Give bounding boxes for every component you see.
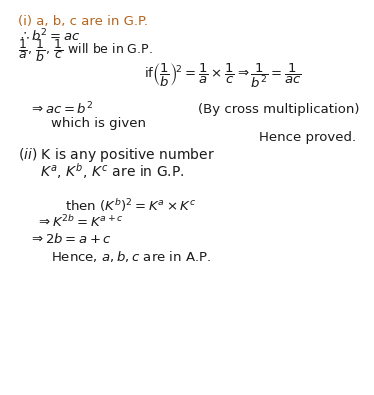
Text: $\therefore b^2 = ac$: $\therefore b^2 = ac$	[18, 28, 81, 45]
Text: Hence, $a, b, c$ are in A.P.: Hence, $a, b, c$ are in A.P.	[50, 249, 211, 264]
Text: $\Rightarrow K^{2b} = K^{a+c}$: $\Rightarrow K^{2b} = K^{a+c}$	[36, 214, 124, 230]
Text: which is given: which is given	[50, 117, 145, 130]
Text: then $(K^b)^2 = K^a \times K^c$: then $(K^b)^2 = K^a \times K^c$	[65, 197, 196, 214]
Text: $K^a,\, K^b,\, K^c$ are in G.P.: $K^a,\, K^b,\, K^c$ are in G.P.	[40, 161, 184, 181]
Text: (By cross multiplication): (By cross multiplication)	[198, 103, 359, 116]
Text: $\Rightarrow ac = b^2$: $\Rightarrow ac = b^2$	[29, 101, 93, 117]
Text: $\dfrac{1}{a},\, \dfrac{1}{b},\, \dfrac{1}{c}$ will be in G.P.: $\dfrac{1}{a},\, \dfrac{1}{b},\, \dfrac{…	[18, 37, 153, 64]
Text: (i) a, b, c are in G.P.: (i) a, b, c are in G.P.	[18, 15, 148, 28]
Text: Hence proved.: Hence proved.	[259, 131, 356, 144]
Text: $\mathrm{if}\left(\dfrac{1}{b}\right)^{\!2} = \dfrac{1}{a} \times \dfrac{1}{c} \: $\mathrm{if}\left(\dfrac{1}{b}\right)^{\…	[144, 62, 302, 90]
Text: $(ii)$ K is any positive number: $(ii)$ K is any positive number	[18, 146, 215, 164]
Text: $\Rightarrow 2b = a + c$: $\Rightarrow 2b = a + c$	[29, 232, 112, 246]
